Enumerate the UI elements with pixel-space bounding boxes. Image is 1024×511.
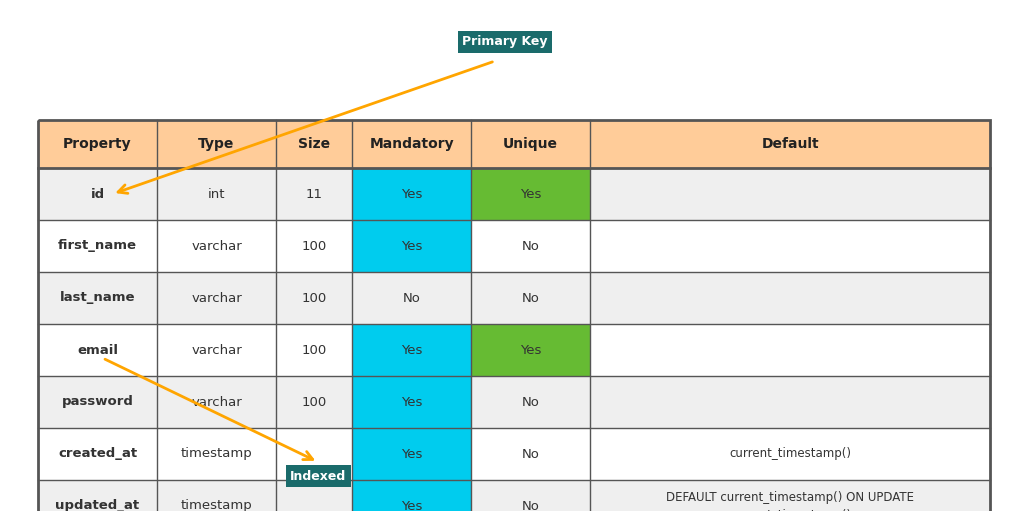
Text: Indexed: Indexed <box>290 470 346 482</box>
Bar <box>352 376 471 428</box>
Text: varchar: varchar <box>191 291 242 305</box>
Text: timestamp: timestamp <box>180 448 252 460</box>
Text: varchar: varchar <box>191 240 242 252</box>
Text: 100: 100 <box>301 240 327 252</box>
Text: first_name: first_name <box>58 240 137 252</box>
Bar <box>38 272 990 324</box>
Text: varchar: varchar <box>191 343 242 357</box>
Text: current_timestamp(): current_timestamp() <box>729 448 851 460</box>
Bar <box>352 480 471 511</box>
Text: Property: Property <box>63 137 132 151</box>
Bar <box>38 120 990 168</box>
Text: varchar: varchar <box>191 396 242 408</box>
Bar <box>38 376 990 428</box>
Bar <box>471 168 590 220</box>
Bar <box>471 324 590 376</box>
Text: 11: 11 <box>305 188 323 200</box>
Text: id: id <box>90 188 104 200</box>
Text: Yes: Yes <box>401 188 422 200</box>
Text: Unique: Unique <box>503 137 558 151</box>
Text: No: No <box>521 499 540 511</box>
Text: int: int <box>208 188 225 200</box>
Text: Yes: Yes <box>401 499 422 511</box>
Text: Yes: Yes <box>401 343 422 357</box>
Text: DEFAULT current_timestamp() ON UPDATE
current_timestamp(): DEFAULT current_timestamp() ON UPDATE cu… <box>666 491 914 511</box>
Bar <box>352 220 471 272</box>
Text: Yes: Yes <box>401 448 422 460</box>
Bar <box>352 324 471 376</box>
Text: No: No <box>521 448 540 460</box>
Text: updated_at: updated_at <box>55 499 139 511</box>
Text: No: No <box>521 291 540 305</box>
Text: 100: 100 <box>301 343 327 357</box>
Text: timestamp: timestamp <box>180 499 252 511</box>
Bar <box>38 324 990 376</box>
Text: created_at: created_at <box>58 448 137 460</box>
Bar <box>38 220 990 272</box>
Text: Size: Size <box>298 137 330 151</box>
Text: Yes: Yes <box>520 188 542 200</box>
Text: Yes: Yes <box>401 240 422 252</box>
Text: 100: 100 <box>301 291 327 305</box>
Text: Type: Type <box>199 137 234 151</box>
Text: Mandatory: Mandatory <box>370 137 454 151</box>
Text: No: No <box>402 291 421 305</box>
Text: Default: Default <box>761 137 819 151</box>
Bar <box>38 480 990 511</box>
Text: No: No <box>521 240 540 252</box>
Text: Yes: Yes <box>520 343 542 357</box>
Text: No: No <box>521 396 540 408</box>
Text: password: password <box>61 396 133 408</box>
Text: last_name: last_name <box>59 291 135 305</box>
Text: Primary Key: Primary Key <box>462 35 548 49</box>
Text: email: email <box>77 343 118 357</box>
Bar <box>352 428 471 480</box>
Bar <box>38 428 990 480</box>
Text: Yes: Yes <box>401 396 422 408</box>
Text: 100: 100 <box>301 396 327 408</box>
Bar <box>38 168 990 220</box>
Bar <box>38 120 990 511</box>
Bar <box>352 168 471 220</box>
